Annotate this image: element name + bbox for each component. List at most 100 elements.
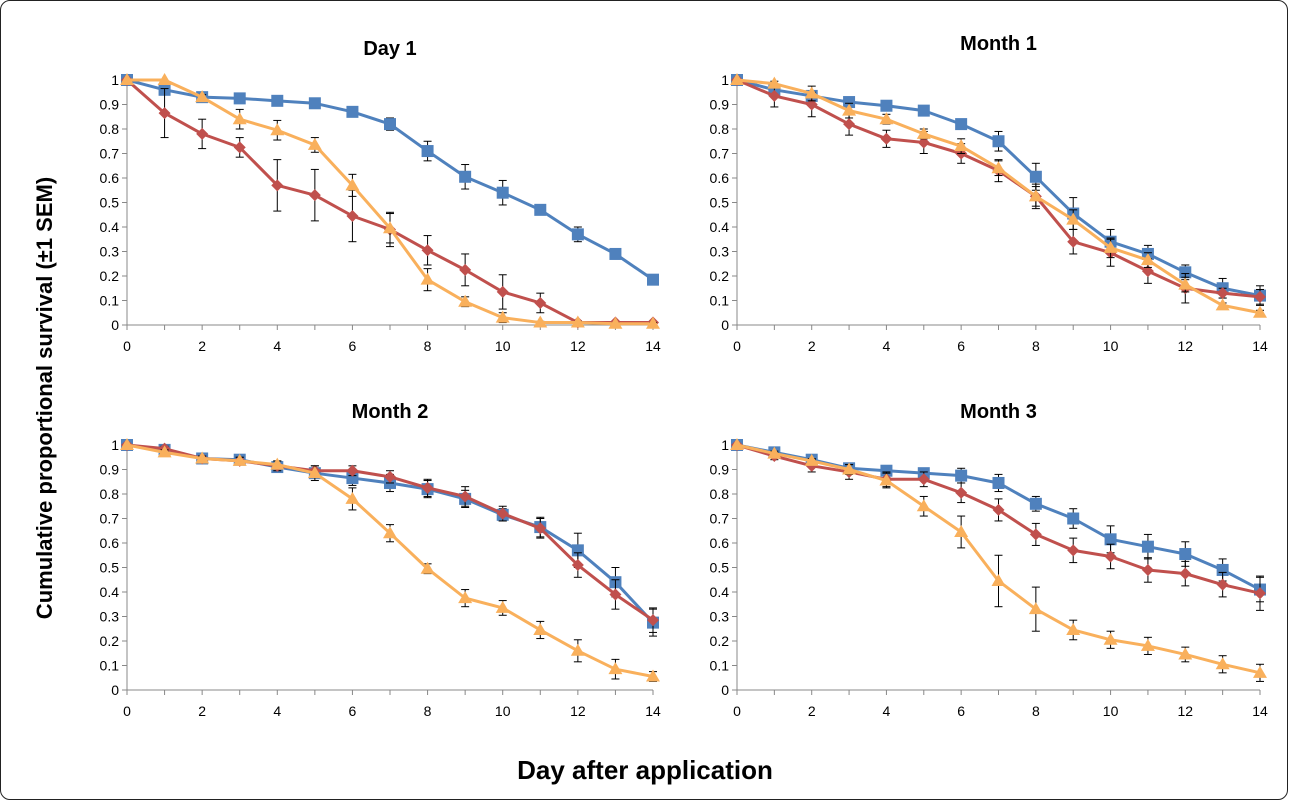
y-tick-label: 0.8 bbox=[100, 121, 120, 137]
x-tick-label: 14 bbox=[645, 703, 661, 719]
data-point-triangle bbox=[954, 524, 969, 537]
y-tick-label: 0.4 bbox=[100, 219, 120, 235]
y-tick-label: 0.2 bbox=[100, 268, 120, 284]
y-tick-label: 0 bbox=[721, 317, 729, 333]
data-point-triangle bbox=[1066, 212, 1081, 225]
data-point-square bbox=[1179, 266, 1192, 279]
data-point-square bbox=[496, 186, 509, 199]
data-point-triangle bbox=[270, 123, 285, 136]
y-tick-label: 1 bbox=[721, 72, 729, 88]
data-point-triangle bbox=[458, 591, 473, 604]
y-tick-label: 0.8 bbox=[710, 121, 730, 137]
y-tick-label: 0.1 bbox=[100, 293, 120, 309]
chart-panels: Day 100.10.20.30.40.50.60.70.80.910 2 4 6 8 1… bbox=[100, 33, 1268, 719]
data-point-triangle bbox=[307, 466, 322, 479]
data-point-diamond bbox=[421, 244, 434, 257]
data-point-diamond bbox=[496, 507, 509, 520]
x-tick-label: 2 bbox=[198, 703, 206, 719]
data-point-triangle bbox=[120, 438, 134, 450]
data-point-triangle bbox=[991, 161, 1006, 174]
data-point-triangle bbox=[383, 221, 397, 234]
y-tick-label: 0.3 bbox=[710, 609, 730, 625]
data-point-triangle bbox=[495, 310, 510, 323]
data-point-diamond bbox=[1067, 544, 1080, 557]
data-point-diamond bbox=[1216, 287, 1229, 300]
data-point-triangle bbox=[570, 643, 585, 656]
data-point-triangle bbox=[570, 315, 585, 328]
x-tick-label: 10 bbox=[1103, 338, 1119, 354]
data-point-triangle bbox=[1215, 298, 1230, 311]
data-point-diamond bbox=[459, 490, 472, 503]
x-tick-label: 0 bbox=[733, 338, 741, 354]
data-point-square bbox=[992, 476, 1005, 489]
data-point-diamond bbox=[768, 89, 781, 102]
data-point-square bbox=[955, 469, 968, 482]
x-tick-label: 12 bbox=[570, 703, 586, 719]
y-tick-label: 0.4 bbox=[100, 584, 120, 600]
data-point-triangle bbox=[270, 457, 285, 470]
data-point-triangle bbox=[1028, 189, 1043, 202]
data-point-diamond bbox=[1179, 567, 1192, 580]
data-point-diamond bbox=[1067, 235, 1080, 248]
x-tick-label: 4 bbox=[273, 338, 281, 354]
chart-panel-2: Month 100.10.20.30.40.50.60.70.80.910 2 4 6… bbox=[710, 33, 1268, 354]
y-tick-label: 0.8 bbox=[710, 486, 730, 502]
x-tick-label: 14 bbox=[1252, 703, 1268, 719]
panel-title: Month 3 bbox=[960, 401, 1037, 423]
data-point-diamond bbox=[805, 98, 818, 111]
series-line bbox=[126, 78, 653, 325]
data-point-triangle bbox=[533, 315, 548, 328]
data-point-triangle bbox=[1178, 647, 1193, 660]
data-point-triangle bbox=[1215, 657, 1230, 670]
y-tick-label: 0.7 bbox=[100, 146, 120, 162]
y-tick-label: 1 bbox=[721, 437, 729, 453]
data-point-triangle bbox=[120, 73, 134, 85]
data-point-triangle bbox=[420, 561, 435, 574]
data-point-square bbox=[271, 94, 284, 107]
data-point-diamond bbox=[843, 118, 856, 131]
y-tick-label: 0.6 bbox=[710, 170, 730, 186]
data-point-triangle bbox=[195, 90, 210, 103]
data-point-triangle bbox=[804, 86, 819, 99]
data-point-square bbox=[647, 273, 659, 286]
x-tick-label: 2 bbox=[808, 338, 816, 354]
data-point-triangle bbox=[1140, 253, 1155, 266]
data-point-triangle bbox=[1253, 665, 1267, 678]
data-point-square bbox=[1216, 563, 1229, 576]
y-tick-label: 0.5 bbox=[710, 195, 730, 211]
series-triangle bbox=[120, 73, 660, 329]
y-tick-label: 1 bbox=[111, 437, 119, 453]
data-point-square bbox=[880, 464, 893, 477]
data-point-square bbox=[955, 118, 968, 131]
y-tick-label: 0.7 bbox=[710, 511, 730, 527]
x-tick-label: 8 bbox=[1032, 338, 1040, 354]
data-point-triangle bbox=[420, 272, 435, 285]
data-point-triangle bbox=[1066, 622, 1081, 635]
y-tick-label: 0.7 bbox=[100, 511, 120, 527]
x-tick-label: 14 bbox=[1252, 338, 1268, 354]
y-tick-label: 0.5 bbox=[100, 195, 120, 211]
data-point-triangle bbox=[954, 139, 969, 152]
data-point-diamond bbox=[421, 481, 434, 494]
data-point-diamond bbox=[534, 296, 547, 309]
data-point-diamond bbox=[496, 285, 509, 298]
data-point-square bbox=[1104, 533, 1117, 546]
x-tick-label: 8 bbox=[1032, 703, 1040, 719]
data-point-triangle bbox=[458, 294, 473, 307]
panel-title: Month 2 bbox=[352, 401, 429, 423]
data-point-square bbox=[571, 228, 584, 241]
data-point-triangle bbox=[533, 622, 548, 635]
data-point-diamond bbox=[1254, 290, 1266, 303]
data-point-diamond bbox=[1141, 265, 1154, 278]
series-line bbox=[736, 78, 1261, 298]
y-tick-label: 0.8 bbox=[100, 486, 120, 502]
data-point-diamond bbox=[384, 470, 396, 483]
data-point-square bbox=[384, 118, 396, 131]
data-point-square bbox=[880, 99, 893, 112]
data-point-triangle bbox=[157, 445, 172, 458]
x-tick-label: 4 bbox=[883, 703, 891, 719]
x-tick-label: 6 bbox=[349, 338, 357, 354]
x-tick-label: 6 bbox=[957, 338, 965, 354]
data-point-square bbox=[1067, 512, 1080, 525]
